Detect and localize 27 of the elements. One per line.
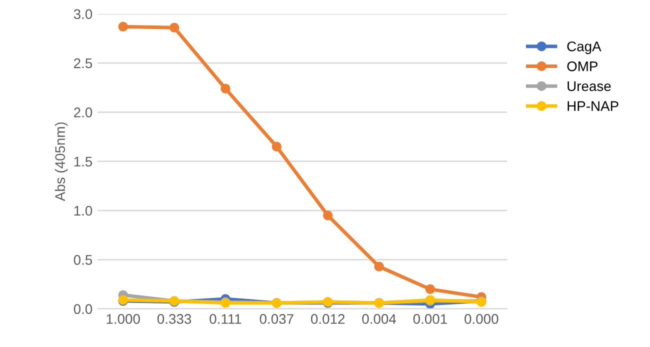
x-tick-label: 1.000 xyxy=(106,314,140,324)
x-tick-label: 0.012 xyxy=(311,314,345,324)
point xyxy=(169,22,180,33)
point xyxy=(272,142,282,152)
point xyxy=(220,84,230,94)
point xyxy=(425,284,436,294)
y-tick-label: 2.0 xyxy=(74,108,92,118)
y-tick-label: 0.0 xyxy=(74,304,92,314)
point xyxy=(322,210,333,220)
x-tick-label: 0.000 xyxy=(464,314,498,324)
point xyxy=(374,262,384,272)
y-tick-label: 3.0 xyxy=(74,9,92,20)
x-tick-label: 0.333 xyxy=(157,314,192,324)
x-tick-label: 0.111 xyxy=(210,314,242,324)
legend-label: HP-NAP xyxy=(568,101,618,111)
legend-label: Urease xyxy=(568,81,611,92)
legend-label: CagA xyxy=(567,41,602,54)
legend-label: OMP xyxy=(567,61,598,72)
point xyxy=(118,22,128,32)
x-tick-label: 0.004 xyxy=(362,314,396,324)
y-axis-title: Abs (405nm) xyxy=(54,122,68,202)
y-tick-label: 2.5 xyxy=(74,58,92,68)
x-tick-label: 0.001 xyxy=(413,314,447,324)
y-tick-label: 1.5 xyxy=(74,156,92,167)
x-tick-label: 0.037 xyxy=(260,314,294,324)
y-tick-label: 0.5 xyxy=(74,255,92,265)
y-tick-label: 1.0 xyxy=(74,206,92,216)
